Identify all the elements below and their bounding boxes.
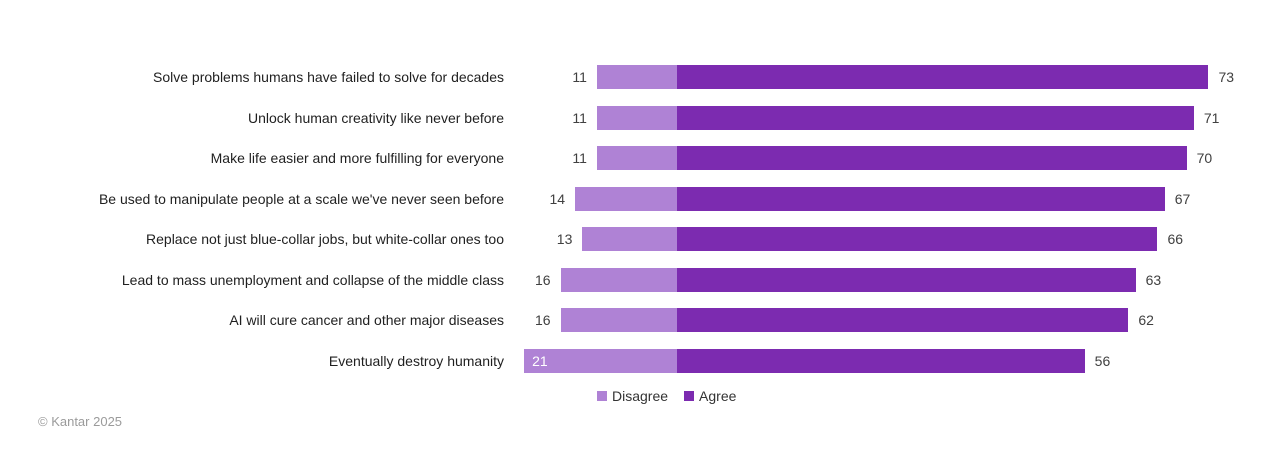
chart-row: Lead to mass unemployment and collapse o… bbox=[0, 267, 1280, 292]
category-label: AI will cure cancer and other major dise… bbox=[229, 312, 504, 329]
disagree-value-label: 14 bbox=[549, 190, 566, 207]
agree-bar bbox=[677, 65, 1209, 89]
agree-value-label: 70 bbox=[1196, 150, 1213, 167]
disagree-bar bbox=[596, 146, 677, 171]
agree-bar bbox=[677, 267, 1136, 292]
agree-value-label: 56 bbox=[1094, 352, 1111, 369]
agree-bar bbox=[677, 227, 1158, 252]
disagree-bar bbox=[582, 227, 677, 252]
category-label: Be used to manipulate people at a scale … bbox=[98, 190, 504, 207]
agree-bar bbox=[677, 348, 1085, 373]
disagree-value-label: 13 bbox=[556, 231, 573, 248]
legend-label-agree: Agree bbox=[699, 388, 737, 404]
chart-row: Solve problems humans have failed to sol… bbox=[0, 65, 1280, 89]
disagree-value-label: 11 bbox=[572, 109, 587, 126]
chart-row: AI will cure cancer and other major dise… bbox=[0, 308, 1280, 333]
category-label: Make life easier and more fulfilling for… bbox=[210, 150, 504, 167]
category-label: Solve problems humans have failed to sol… bbox=[153, 69, 504, 85]
chart-row: Replace not just blue-collar jobs, but w… bbox=[0, 227, 1280, 252]
legend-label-disagree: Disagree bbox=[612, 388, 669, 404]
disagree-bar bbox=[560, 308, 677, 333]
disagree-value-label: 16 bbox=[534, 312, 551, 329]
disagree-bar bbox=[596, 105, 677, 130]
disagree-bar bbox=[575, 186, 677, 211]
disagree-value-label: 16 bbox=[534, 271, 551, 288]
agree-value-label: 71 bbox=[1203, 109, 1220, 126]
agree-value-label: 63 bbox=[1145, 271, 1162, 288]
agree-value-label: 73 bbox=[1218, 69, 1235, 85]
agree-value-label: 66 bbox=[1167, 231, 1184, 248]
chart-row: Make life easier and more fulfilling for… bbox=[0, 146, 1280, 171]
agree-bar bbox=[677, 308, 1129, 333]
category-label: Eventually destroy humanity bbox=[328, 352, 504, 369]
disagree-bar bbox=[524, 348, 677, 373]
copyright-notice: © Kantar 2025 bbox=[38, 414, 123, 429]
agree-bar bbox=[677, 186, 1165, 211]
disagree-value-label: 11 bbox=[572, 150, 587, 167]
legend-item-disagree: Disagree bbox=[597, 388, 668, 404]
legend: Disagree Agree bbox=[597, 388, 736, 404]
chart-row: Be used to manipulate people at a scale … bbox=[0, 186, 1280, 211]
disagree-value-label: 21 bbox=[532, 352, 548, 369]
agree-value-label: 67 bbox=[1174, 190, 1191, 207]
agree-bar bbox=[677, 146, 1187, 171]
disagree-swatch-icon bbox=[597, 391, 607, 401]
category-label: Replace not just blue-collar jobs, but w… bbox=[146, 231, 504, 248]
agree-bar bbox=[677, 105, 1194, 130]
disagree-value-label: 11 bbox=[572, 69, 587, 85]
category-label: Lead to mass unemployment and collapse o… bbox=[121, 271, 504, 288]
disagree-bar bbox=[596, 65, 677, 89]
agree-swatch-icon bbox=[684, 391, 695, 401]
agree-value-label: 62 bbox=[1138, 312, 1154, 329]
chart-row: Eventually destroy humanity 21 56 bbox=[0, 348, 1280, 373]
chart-row: Unlock human creativity like never befor… bbox=[0, 105, 1280, 130]
category-label: Unlock human creativity like never befor… bbox=[247, 109, 504, 126]
disagree-bar bbox=[560, 267, 677, 292]
legend-item-agree: Agree bbox=[684, 388, 736, 404]
